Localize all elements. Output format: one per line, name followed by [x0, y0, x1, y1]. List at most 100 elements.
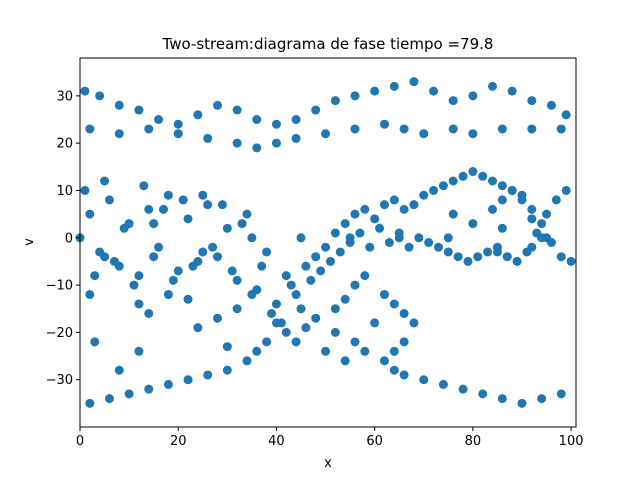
data-point — [306, 275, 316, 285]
data-point — [365, 242, 375, 252]
data-point — [262, 337, 272, 347]
data-point — [311, 105, 321, 115]
y-tick-label: −20 — [46, 326, 73, 341]
data-point — [281, 271, 291, 281]
data-point — [527, 214, 537, 224]
data-point — [424, 238, 434, 247]
data-point — [291, 290, 301, 300]
data-point — [296, 233, 306, 243]
data-point — [409, 318, 419, 328]
data-point — [286, 280, 296, 290]
data-point — [85, 124, 95, 134]
data-point — [389, 195, 399, 205]
data-point — [458, 171, 468, 181]
data-point — [478, 389, 488, 399]
data-point — [281, 327, 291, 337]
data-point — [330, 327, 340, 337]
data-point — [271, 119, 281, 129]
data-point — [556, 124, 566, 134]
data-point — [134, 346, 144, 356]
data-point — [173, 129, 183, 139]
data-point — [488, 81, 498, 91]
x-tick-label: 100 — [559, 434, 584, 449]
x-tick-label: 80 — [465, 434, 482, 449]
data-point — [468, 129, 478, 139]
data-point — [419, 129, 429, 139]
data-point — [183, 214, 193, 224]
data-point — [144, 384, 154, 394]
x-tick-label: 60 — [366, 434, 383, 449]
y-tick-label: −10 — [46, 279, 73, 294]
data-point — [355, 228, 365, 238]
data-point — [163, 290, 173, 300]
data-point — [213, 252, 222, 262]
data-point — [252, 143, 262, 153]
data-point — [551, 195, 561, 205]
data-point — [227, 266, 237, 276]
data-point — [370, 86, 380, 96]
data-point — [321, 129, 331, 139]
data-point — [321, 242, 331, 252]
data-point — [114, 129, 124, 139]
data-point — [473, 252, 483, 262]
data-point — [222, 223, 232, 233]
data-point — [468, 219, 478, 229]
data-point — [399, 124, 409, 134]
plot-frame — [79, 57, 577, 428]
data-point — [158, 204, 168, 214]
data-point — [129, 280, 139, 290]
data-point — [168, 275, 178, 285]
data-point — [144, 204, 154, 214]
data-point — [330, 228, 340, 238]
data-point — [104, 394, 114, 404]
data-point — [379, 200, 389, 210]
data-point — [257, 261, 267, 271]
data-point — [134, 299, 144, 309]
data-point — [497, 195, 507, 205]
y-tick-label: 20 — [56, 137, 73, 152]
data-point — [193, 110, 203, 120]
data-point — [409, 77, 419, 87]
y-tick-label: 0 — [65, 231, 73, 246]
data-point — [291, 337, 301, 347]
data-point — [178, 195, 188, 205]
data-point — [448, 124, 458, 134]
data-point — [478, 171, 488, 181]
x-tick-label: 0 — [76, 434, 84, 449]
data-point — [203, 200, 213, 210]
data-point — [213, 313, 222, 323]
data-point — [512, 256, 522, 266]
data-point — [222, 342, 232, 352]
data-point — [429, 185, 439, 195]
data-point — [154, 115, 164, 124]
data-point — [414, 233, 424, 243]
data-point — [232, 304, 242, 314]
data-point — [537, 219, 547, 229]
data-point — [350, 91, 360, 101]
data-point — [154, 242, 164, 252]
data-point — [80, 86, 90, 96]
data-point — [389, 346, 399, 356]
data-point — [438, 181, 448, 191]
data-point — [242, 209, 252, 219]
data-point — [296, 304, 306, 314]
data-point — [399, 204, 409, 214]
data-point — [114, 100, 124, 110]
data-point — [350, 280, 360, 290]
data-point — [163, 379, 173, 389]
data-point — [488, 204, 498, 214]
data-point — [394, 233, 404, 243]
data-point — [384, 238, 394, 247]
data-point — [271, 299, 281, 309]
data-point — [188, 261, 198, 271]
data-point — [497, 394, 507, 404]
data-point — [448, 176, 458, 186]
data-point — [537, 233, 547, 243]
data-point — [271, 138, 281, 148]
data-point — [370, 214, 380, 224]
chart-title: Two-stream:diagrama de fase tiempo =79.8 — [162, 35, 494, 53]
data-point — [468, 167, 478, 177]
data-point — [149, 219, 159, 229]
data-point — [232, 105, 242, 115]
